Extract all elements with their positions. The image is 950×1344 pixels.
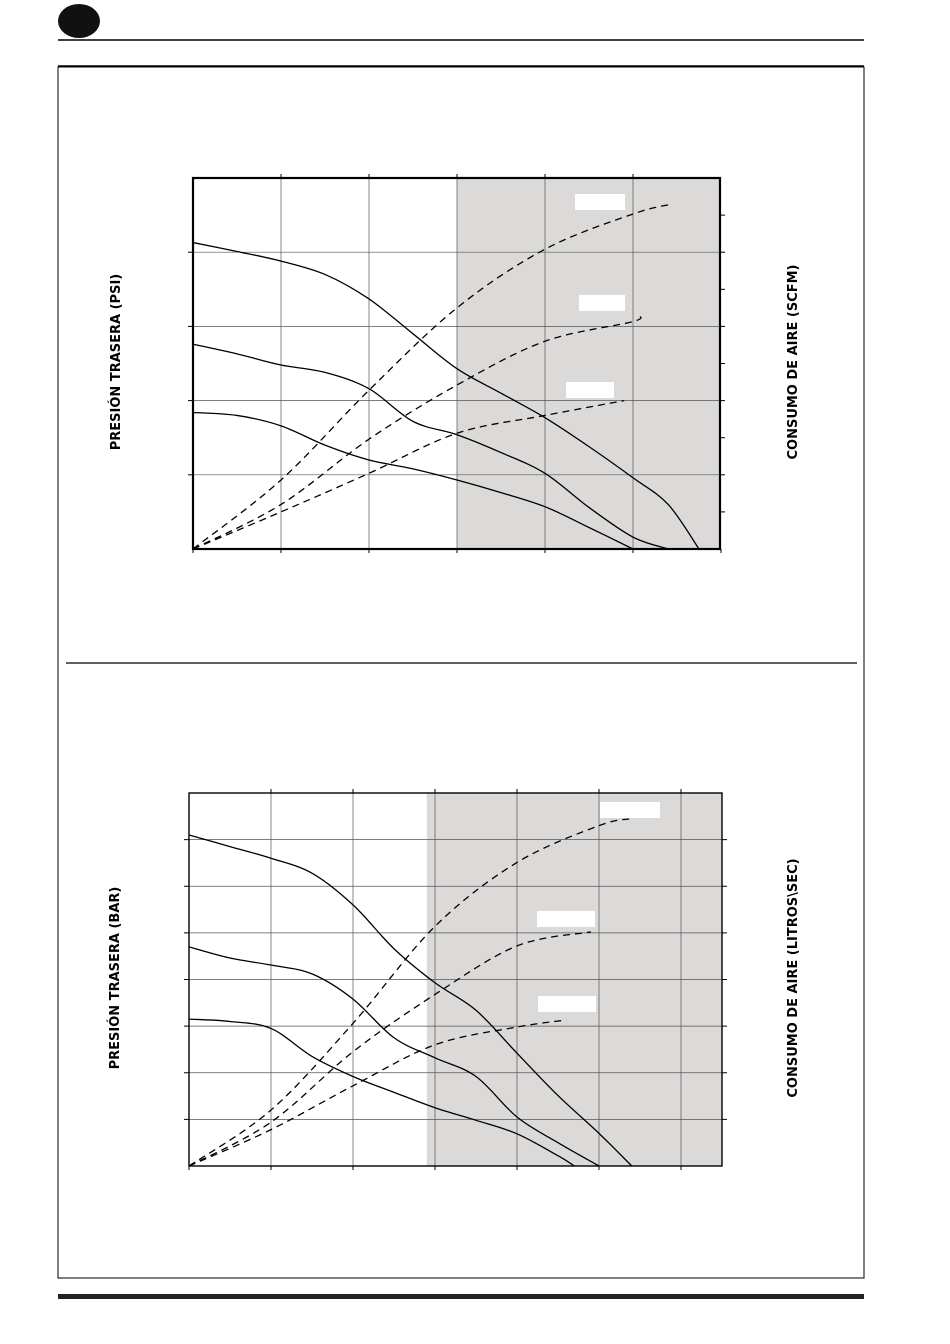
- air-consumption-line-3: [192, 203, 673, 550]
- pressure-line-2: [188, 1018, 575, 1167]
- chart-top-right-axis-label: CONSUMO DE AIRE (SCFM): [786, 264, 801, 459]
- series-label-box: [575, 194, 625, 210]
- pressure-line-1: [188, 946, 600, 1167]
- pressure-line-0: [188, 834, 633, 1167]
- chart-top: [188, 174, 725, 553]
- plot-frame: [188, 792, 723, 1167]
- chart-bottom: [184, 789, 727, 1170]
- air-consumption-line-3: [188, 818, 632, 1167]
- header-badge: [58, 4, 100, 38]
- series-label-box: [538, 996, 596, 1012]
- air-consumption-line-4: [188, 931, 591, 1167]
- chart-bottom-right-axis-label: CONSUMO DE AIRE (LITROS\SEC): [786, 858, 801, 1097]
- content-frame: [57, 66, 865, 1279]
- pressure-line-2: [192, 411, 634, 550]
- series-label-box: [566, 382, 614, 398]
- air-consumption-line-5: [188, 1019, 567, 1167]
- chart-top-left-axis-label: PRESIÓN TRASERA (PSI): [108, 274, 124, 450]
- shaded-region: [457, 178, 720, 549]
- footer-bar: [58, 1294, 864, 1299]
- series-label-box: [579, 295, 625, 311]
- pressure-line-1: [192, 343, 669, 550]
- chart-bottom-left-axis-label: PRESIÓN TRASERA (BAR): [107, 887, 123, 1070]
- plot-frame: [191, 176, 722, 551]
- series-label-box: [537, 911, 595, 927]
- series-label-box: [600, 802, 660, 818]
- pressure-line-0: [192, 241, 700, 550]
- air-consumption-line-4: [192, 314, 642, 550]
